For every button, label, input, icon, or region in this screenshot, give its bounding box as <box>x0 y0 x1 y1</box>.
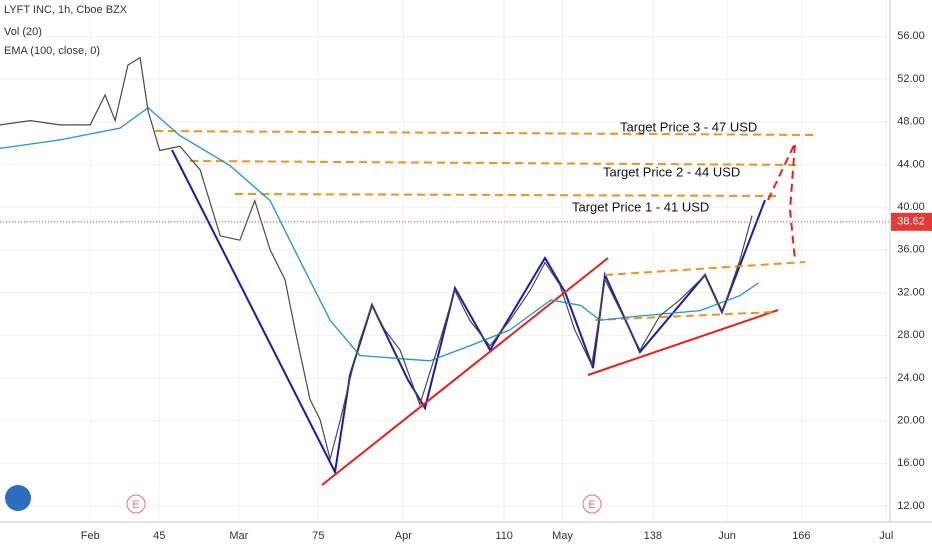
grid <box>0 0 890 522</box>
x-tick-label: 110 <box>495 530 513 542</box>
channel-line <box>604 261 806 276</box>
x-tick-label: Apr <box>395 530 412 542</box>
plot <box>0 56 890 462</box>
earnings-marker[interactable] <box>582 494 602 514</box>
y-tick-label: 48.00 <box>897 116 925 128</box>
y-tick-label: 52.00 <box>897 73 925 85</box>
y-tick-label: 20.00 <box>897 414 925 426</box>
ema-line <box>0 106 759 362</box>
earnings-label: E <box>132 499 139 511</box>
x-tick-label: 45 <box>153 530 165 542</box>
target-line <box>154 130 816 136</box>
x-tick-label: Jun <box>718 530 736 542</box>
trend-line <box>587 309 779 376</box>
y-tick-label: 32.00 <box>897 286 925 298</box>
annotation: Target Price 2 - 44 USD <box>603 164 740 179</box>
y-tick-label: 24.00 <box>897 372 925 384</box>
y-tick-label: 36.00 <box>897 244 925 256</box>
last-price-box <box>891 212 932 231</box>
drawings <box>154 130 816 486</box>
x-tick-label: Jul <box>879 530 893 542</box>
y-tick-label: 44.00 <box>897 158 925 170</box>
x-tick-label: 166 <box>792 530 810 542</box>
x-tick-label: 138 <box>644 530 662 542</box>
header: EMA (100, close, 0) <box>4 45 100 57</box>
price-line <box>0 56 753 462</box>
y-tick-label: 12.00 <box>897 500 925 512</box>
x-tick-label: May <box>552 530 573 542</box>
earnings-label: E <box>588 499 595 511</box>
earnings-marker[interactable] <box>126 494 146 514</box>
x-tick-label: Mar <box>229 530 248 542</box>
annotation: Target Price 3 - 47 USD <box>620 119 757 134</box>
logo[interactable] <box>5 485 31 511</box>
header: Vol (20) <box>4 26 42 38</box>
annotation: Target Price 1 - 41 USD <box>572 199 709 214</box>
y-tick-label: 56.00 <box>897 30 925 42</box>
x-tick-label: Feb <box>81 530 100 542</box>
last-price-label: 38.62 <box>897 216 925 228</box>
projection <box>767 142 796 261</box>
y-tick-label: 40.00 <box>897 201 925 213</box>
y-tick-label: 28.00 <box>897 329 925 341</box>
header: LYFT INC, 1h, Cboe BZX <box>4 4 128 16</box>
x-tick-label: 75 <box>312 530 324 542</box>
target-line <box>189 160 801 166</box>
y-tick-label: 16.00 <box>897 457 925 469</box>
trend-line <box>321 257 609 486</box>
